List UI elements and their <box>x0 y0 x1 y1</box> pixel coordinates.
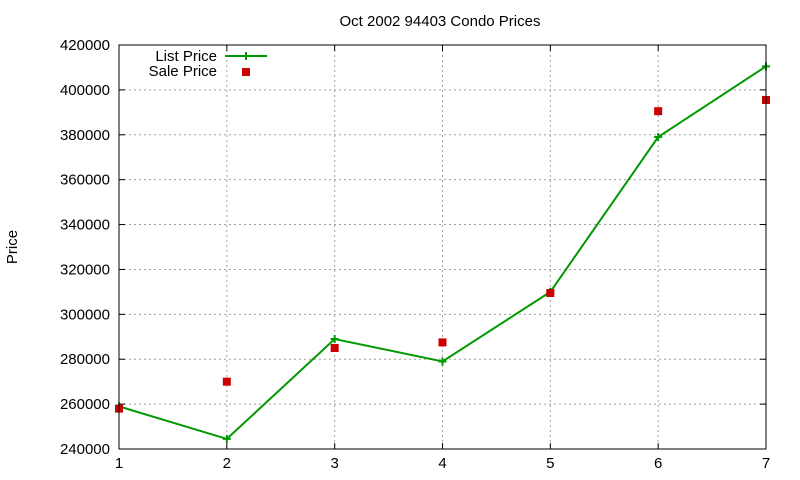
legend: List Price Sale Price <box>149 48 267 80</box>
list-price-point <box>222 434 231 443</box>
list-price-line <box>118 65 767 441</box>
sale-price-point <box>222 377 231 386</box>
plot-frame <box>118 44 767 450</box>
sale-price-point <box>330 344 339 352</box>
y-tick-label: 380000 <box>60 127 110 144</box>
x-tick-label: 5 <box>546 455 554 472</box>
axis-ticks: 240000 260000 280000 300000 320000 340000 3600… <box>60 37 770 472</box>
y-tick-label: 260000 <box>60 396 110 413</box>
chart-title: Oct 2002 94403 Condo Prices <box>340 13 541 30</box>
y-tick-label: 420000 <box>60 37 110 54</box>
list-price-point <box>438 357 447 366</box>
x-tick-label: 2 <box>223 455 231 472</box>
sale-price-point <box>438 338 447 347</box>
legend-marker-sale-price <box>242 68 250 76</box>
y-tick-label: 240000 <box>60 441 110 458</box>
y-tick-label: 280000 <box>60 351 110 368</box>
y-tick-label: 300000 <box>60 306 110 323</box>
list-price-point <box>654 133 663 142</box>
y-tick-label: 320000 <box>60 261 110 278</box>
x-tick-label: 1 <box>115 455 123 472</box>
x-tick-label: 7 <box>762 455 770 472</box>
y-tick-label: 400000 <box>60 82 110 99</box>
list-price-point <box>330 335 339 344</box>
grid <box>119 45 766 449</box>
legend-label-sale-price: Sale Price <box>149 63 217 80</box>
sale-price-point <box>654 107 663 116</box>
x-tick-label: 6 <box>654 455 662 472</box>
x-tick-label: 3 <box>330 455 338 472</box>
sale-price-point <box>546 289 555 298</box>
y-tick-label: 360000 <box>60 172 110 189</box>
x-tick-label: 4 <box>438 455 446 472</box>
y-tick-label: 340000 <box>60 217 110 234</box>
y-axis-label: Price <box>4 230 21 264</box>
legend-marker-list-price <box>242 52 250 60</box>
legend-label-list-price: List Price <box>155 48 217 65</box>
